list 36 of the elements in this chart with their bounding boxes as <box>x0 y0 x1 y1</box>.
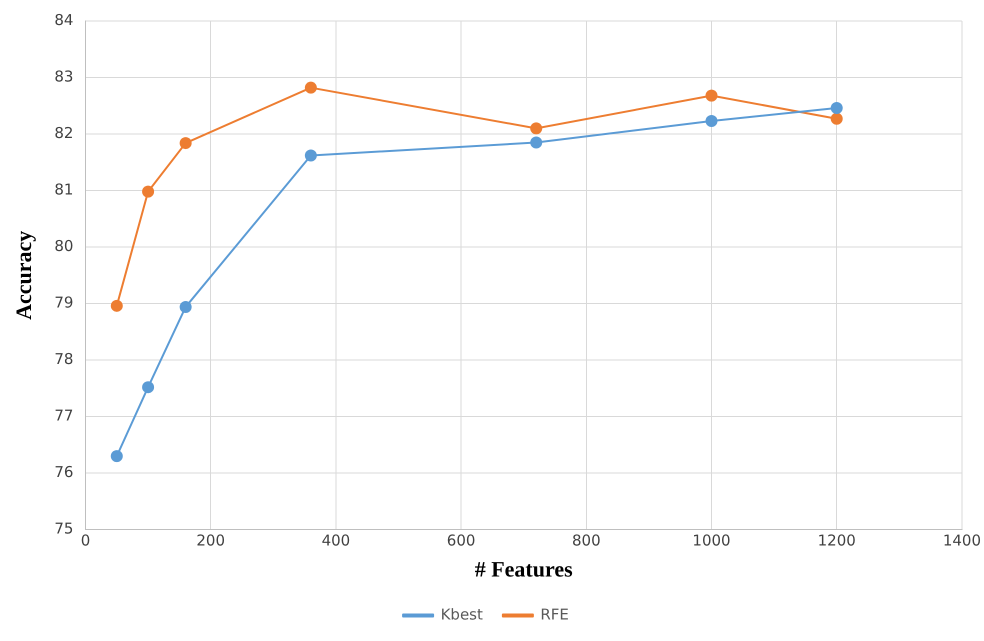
y-tick-label: 77 <box>54 406 74 424</box>
y-tick-label: 76 <box>54 462 74 481</box>
point <box>706 90 718 102</box>
point <box>142 381 154 394</box>
x-tick-label: 800 <box>572 531 601 550</box>
x-tick-label: 1000 <box>692 531 731 550</box>
point <box>304 82 317 94</box>
point <box>830 102 843 114</box>
y-tick-label: 80 <box>54 236 74 255</box>
point <box>180 300 192 313</box>
point <box>530 136 542 148</box>
point <box>180 137 192 150</box>
y-tick-label: 83 <box>54 67 74 86</box>
x-axis-title: # Features <box>474 556 574 582</box>
legend-label: RFE <box>540 605 569 624</box>
x-tick-label: 200 <box>196 531 226 550</box>
y-tick-label: 81 <box>54 180 74 198</box>
x-tick-label: 1200 <box>818 531 856 550</box>
y-tick-label: 78 <box>54 350 74 368</box>
y-axis-title: Accuracy <box>10 230 36 320</box>
y-tick-label: 79 <box>54 293 74 312</box>
y-tick-label: 84 <box>54 10 74 29</box>
x-tick-label: 0 <box>80 531 90 550</box>
x-tick-label: 400 <box>322 531 350 550</box>
point <box>304 149 317 162</box>
point <box>530 122 542 134</box>
point <box>110 300 123 312</box>
point <box>830 112 843 125</box>
point <box>110 450 123 462</box>
point <box>142 186 154 198</box>
legend-label: Kbest <box>440 605 483 624</box>
y-tick-label: 75 <box>54 519 74 538</box>
y-tick-label: 82 <box>54 124 74 142</box>
x-tick-label: 600 <box>446 531 476 550</box>
point <box>706 115 718 128</box>
x-tick-label: 1400 <box>942 531 982 550</box>
